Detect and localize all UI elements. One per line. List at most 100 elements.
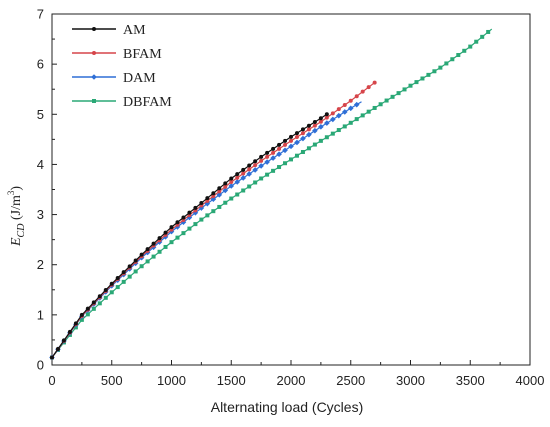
- data-point-dbfam: [438, 65, 443, 70]
- data-point-dbfam: [432, 69, 437, 74]
- data-point-dam: [341, 109, 348, 115]
- data-point-dbfam: [79, 317, 84, 322]
- series-group: [49, 28, 493, 361]
- data-point-am: [199, 201, 204, 206]
- data-point-dbfam: [426, 72, 431, 77]
- data-point-dbfam: [312, 142, 317, 147]
- data-point-am: [259, 154, 264, 159]
- data-point-am: [312, 120, 317, 125]
- data-point-dbfam: [163, 244, 168, 249]
- legend-label-dbfam: DBFAM: [123, 95, 172, 110]
- data-point-dam: [186, 214, 193, 221]
- data-point-dam: [228, 183, 235, 189]
- data-point-am: [139, 252, 144, 257]
- data-point-am: [223, 181, 228, 186]
- data-point-am: [55, 346, 60, 351]
- data-point-dbfam: [121, 279, 126, 284]
- y-axis-label-unit-prefix: (J/m: [9, 195, 24, 224]
- data-point-dam: [306, 131, 312, 138]
- data-point-am: [300, 127, 305, 132]
- data-point-dbfam: [390, 94, 395, 99]
- x-tick-label: 3000: [396, 373, 425, 388]
- legend-marker-bfam: [92, 51, 96, 55]
- data-point-dbfam: [139, 264, 144, 269]
- data-point-am: [145, 247, 150, 252]
- data-point-dbfam: [223, 200, 228, 205]
- data-point-dbfam: [354, 117, 359, 122]
- data-point-dbfam: [456, 53, 461, 58]
- data-point-bfam: [283, 142, 288, 147]
- data-point-am: [277, 142, 282, 147]
- data-point-dam: [294, 139, 300, 146]
- data-point-am: [133, 258, 138, 263]
- data-point-bfam: [229, 179, 234, 184]
- data-point-dbfam: [103, 295, 108, 300]
- data-point-dam: [252, 167, 258, 173]
- data-point-am: [157, 236, 162, 241]
- data-point-dam: [312, 127, 318, 134]
- data-point-bfam: [336, 107, 341, 112]
- x-tick-label: 4000: [516, 373, 545, 388]
- data-point-dbfam: [133, 269, 138, 274]
- data-point-dbfam: [336, 128, 341, 133]
- series-line-dam: [51, 101, 362, 358]
- data-point-am: [324, 112, 329, 117]
- data-point-dam: [192, 209, 199, 216]
- data-point-dbfam: [348, 120, 353, 125]
- data-point-am: [115, 275, 120, 280]
- data-point-dbfam: [396, 91, 401, 96]
- data-point-dbfam: [151, 254, 156, 259]
- data-point-dbfam: [235, 192, 240, 197]
- data-point-dbfam: [157, 249, 162, 254]
- data-point-dam: [347, 105, 354, 112]
- data-point-bfam: [253, 163, 258, 168]
- data-point-am: [85, 306, 90, 311]
- data-point-dbfam: [372, 105, 377, 110]
- data-point-am: [283, 138, 288, 143]
- data-point-bfam: [217, 189, 222, 194]
- data-point-dam: [300, 135, 306, 142]
- legend: AM BFAM DAM DBFAM: [72, 23, 172, 110]
- legend-label-dam: DAM: [123, 71, 156, 86]
- data-point-bfam: [211, 194, 216, 199]
- data-point-dam: [324, 120, 330, 126]
- data-point-am: [181, 215, 186, 220]
- data-point-dbfam: [420, 76, 425, 81]
- data-point-dbfam: [115, 285, 120, 290]
- data-point-dam: [264, 159, 270, 165]
- data-point-dbfam: [444, 61, 449, 66]
- data-point-dbfam: [283, 161, 288, 166]
- data-point-bfam: [306, 127, 311, 132]
- x-tick-label: 3500: [456, 373, 485, 388]
- legend-marker-am: [92, 27, 96, 31]
- y-axis-label-sub: CD: [16, 223, 27, 238]
- data-point-dbfam: [402, 87, 407, 92]
- data-point-dbfam: [175, 235, 180, 240]
- data-point-am: [67, 329, 72, 334]
- data-point-dbfam: [259, 176, 264, 181]
- data-point-am: [241, 167, 246, 172]
- data-point-dam: [240, 175, 246, 181]
- data-point-dam: [336, 112, 342, 119]
- data-point-dbfam: [342, 124, 347, 129]
- data-point-dbfam: [169, 240, 174, 245]
- x-tick-label: 0: [48, 373, 55, 388]
- data-point-am: [294, 131, 299, 136]
- data-point-dam: [318, 124, 324, 130]
- data-point-bfam: [247, 167, 252, 172]
- data-point-dam: [276, 151, 282, 157]
- data-point-dbfam: [468, 44, 473, 49]
- data-point-dbfam: [73, 325, 78, 330]
- data-point-dbfam: [253, 180, 258, 185]
- data-point-dbfam: [205, 213, 210, 218]
- legend-marker-dam: [91, 74, 97, 80]
- data-point-bfam: [342, 102, 347, 107]
- data-point-am: [103, 287, 108, 292]
- data-point-bfam: [354, 94, 359, 99]
- data-point-dbfam: [360, 113, 365, 118]
- x-tick-label: 2000: [277, 373, 306, 388]
- data-point-am: [205, 196, 210, 201]
- data-point-dbfam: [450, 57, 455, 62]
